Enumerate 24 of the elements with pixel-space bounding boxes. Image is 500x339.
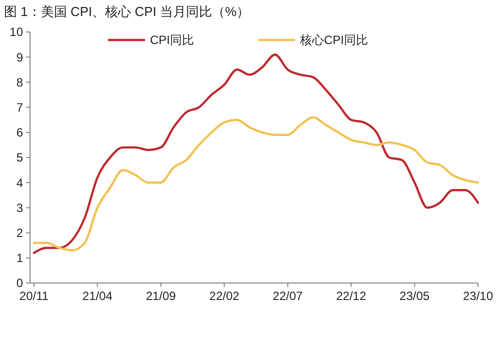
legend-label: 核心CPI同比: [299, 33, 368, 48]
y-tick-label: 0: [16, 276, 24, 290]
y-tick-label: 9: [16, 50, 24, 64]
x-tick-label: 22/02: [209, 289, 240, 303]
y-tick-label: 4: [16, 176, 24, 190]
x-tick-label: 21/04: [82, 289, 113, 303]
x-tick-label: 23/05: [400, 289, 430, 303]
line-series: [32, 53, 480, 254]
y-tick-label: 5: [16, 150, 24, 165]
x-tick-label: 23/10: [462, 289, 494, 303]
legend-label: CPI同比: [150, 33, 194, 48]
x-tick-label: 22/12: [336, 289, 366, 303]
x-tick-label: 21/09: [146, 289, 176, 303]
line-series: [32, 116, 480, 252]
x-tick-label: 20/11: [19, 289, 49, 303]
y-tick-label: 8: [16, 75, 24, 90]
y-tick-label: 6: [16, 126, 24, 140]
y-tick-label: 7: [16, 100, 24, 114]
y-tick-label: 2: [16, 226, 24, 240]
y-tick-label: 1: [16, 251, 24, 266]
x-tick-label: 22/07: [272, 289, 304, 303]
y-tick-label: 10: [10, 25, 24, 40]
y-tick-label: 3: [16, 200, 24, 215]
chart-title: 图 1：美国 CPI、核心 CPI 当月同比（%）: [4, 4, 250, 19]
